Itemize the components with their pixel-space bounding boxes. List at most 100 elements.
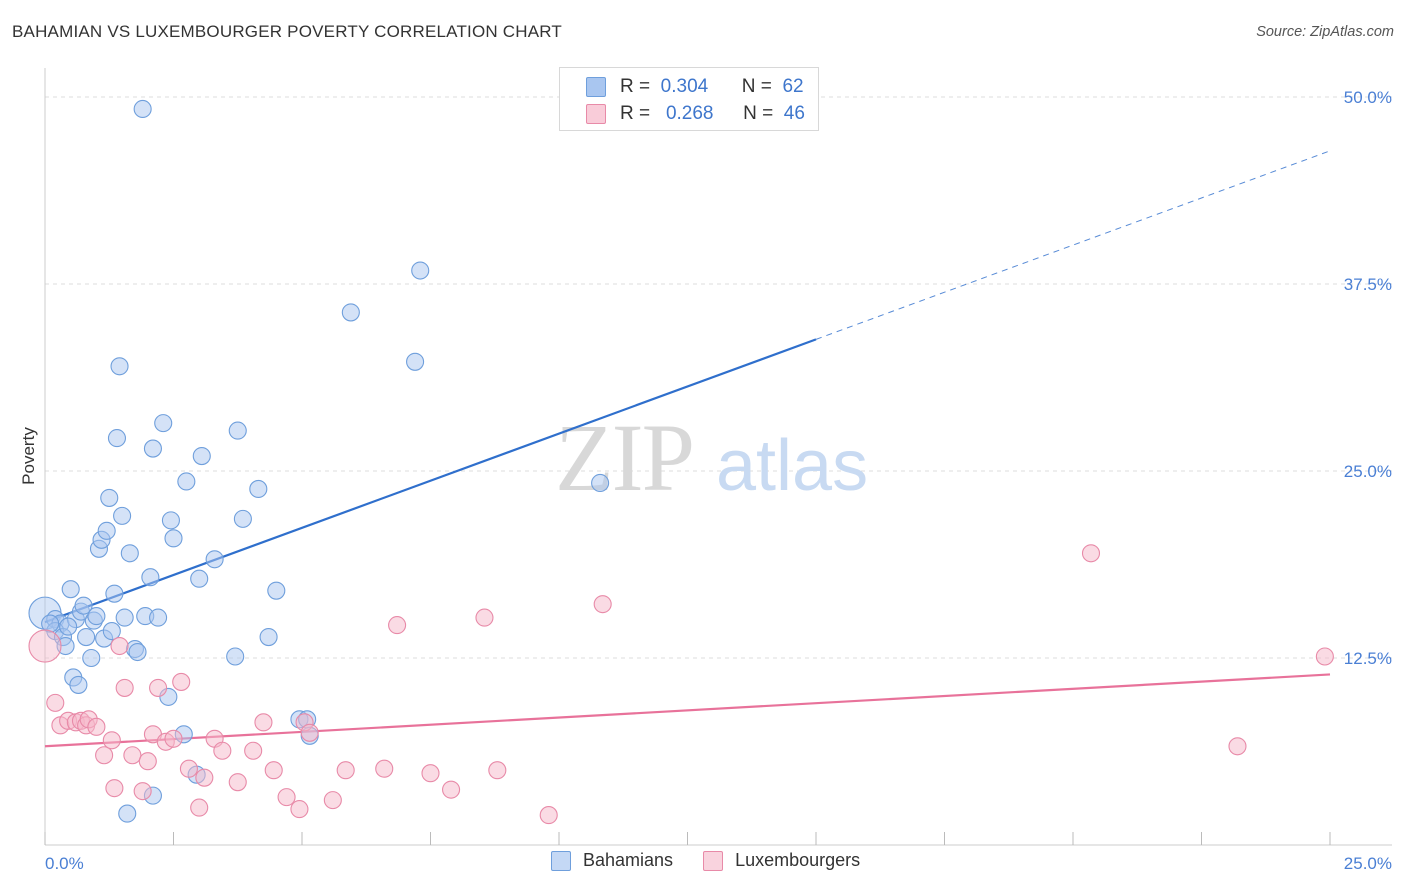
- x-tick-label: 25.0%: [1344, 854, 1392, 873]
- legend-series: Bahamians Luxembourgers: [551, 850, 890, 871]
- data-point-luxembourgers: [195, 768, 214, 787]
- data-point-luxembourgers: [421, 764, 440, 783]
- data-point-luxembourgers: [123, 746, 142, 765]
- data-point-bahamians: [233, 509, 252, 528]
- data-point-luxembourgers: [172, 672, 191, 691]
- data-point-luxembourgers: [488, 761, 507, 780]
- data-point-luxembourgers: [133, 782, 152, 801]
- data-point-bahamians: [259, 628, 278, 647]
- data-point-luxembourgers: [539, 806, 558, 825]
- y-tick-label: 50.0%: [1344, 88, 1392, 107]
- trend-line-0: [44, 338, 817, 624]
- trend-line-extension-0: [815, 150, 1331, 340]
- data-point-luxembourgers: [105, 779, 124, 798]
- data-point-luxembourgers: [323, 791, 342, 810]
- legend-r-value: 0.268: [665, 103, 714, 124]
- data-point-luxembourgers: [475, 608, 494, 627]
- data-point-bahamians: [107, 429, 127, 448]
- legend-r-label: R =: [620, 103, 651, 124]
- data-point-bahamians: [591, 473, 610, 493]
- data-point-bahamians: [341, 303, 360, 322]
- data-point-luxembourgers: [1081, 544, 1101, 563]
- data-point-bahamians: [141, 568, 160, 587]
- legend-n-label: N =: [743, 103, 774, 124]
- data-point-bahamians: [192, 446, 211, 466]
- data-point-bahamians: [164, 529, 183, 548]
- axes: [44, 68, 1392, 846]
- data-point-luxembourgers: [1228, 737, 1247, 756]
- data-point-bahamians: [128, 642, 147, 662]
- data-point-luxembourgers: [290, 800, 309, 819]
- data-point-luxembourgers: [1315, 647, 1334, 666]
- legend-swatch-luxembourgers: [703, 850, 724, 871]
- data-point-bahamians: [100, 488, 119, 507]
- data-point-bahamians: [115, 608, 134, 627]
- data-point-luxembourgers: [46, 693, 65, 712]
- data-point-bahamians: [205, 550, 224, 569]
- data-point-bahamians: [149, 608, 168, 627]
- data-point-bahamians: [228, 421, 247, 440]
- legend-r-label: R =: [620, 76, 651, 97]
- y-axis-label: Poverty: [19, 427, 38, 485]
- data-point-luxembourgers: [190, 798, 209, 817]
- y-tick-label: 25.0%: [1344, 462, 1392, 481]
- data-point-luxembourgers: [336, 761, 355, 780]
- data-point-bahamians: [74, 596, 93, 615]
- data-point-bahamians: [113, 506, 132, 525]
- data-point-bahamians: [59, 617, 78, 636]
- data-point-luxembourgers: [87, 717, 106, 736]
- data-point-luxembourgers: [102, 731, 121, 750]
- data-point-luxembourgers: [164, 729, 183, 748]
- data-point-luxembourgers: [28, 629, 62, 663]
- chart-source: Source: ZipAtlas.com: [1256, 24, 1394, 40]
- data-point-bahamians: [69, 675, 88, 694]
- legend-item-bahamians[interactable]: Bahamians: [551, 850, 673, 871]
- data-point-luxembourgers: [593, 595, 612, 614]
- data-point-luxembourgers: [179, 759, 198, 778]
- data-point-bahamians: [249, 479, 268, 499]
- data-point-bahamians: [82, 648, 101, 668]
- legend-n-value: 46: [783, 103, 805, 124]
- data-points: [28, 99, 1334, 825]
- legend-row-luxembourgers: R = 0.268 N = 46: [586, 101, 805, 127]
- data-point-bahamians: [77, 628, 96, 647]
- data-point-bahamians: [110, 357, 129, 376]
- data-point-luxembourgers: [254, 713, 273, 732]
- data-point-bahamians: [154, 414, 173, 433]
- data-point-luxembourgers: [110, 636, 129, 656]
- data-point-luxembourgers: [375, 759, 394, 778]
- data-point-bahamians: [61, 580, 80, 599]
- legend-swatch-bahamians: [551, 850, 571, 871]
- data-point-bahamians: [87, 607, 106, 626]
- trend-lines: [44, 150, 1331, 748]
- legend-stats: R = 0.304 N = 62 R = 0.268 N = 46: [559, 67, 819, 131]
- legend-swatch-bahamians: [586, 77, 606, 97]
- watermark-zip: ZIP: [555, 404, 693, 511]
- legend-n-value: 62: [782, 76, 804, 97]
- data-point-bahamians: [133, 99, 152, 119]
- data-point-bahamians: [190, 569, 209, 588]
- legend-n-label: N =: [741, 76, 772, 97]
- data-point-luxembourgers: [244, 741, 263, 760]
- legend-row-bahamians: R = 0.304 N = 62: [586, 74, 804, 100]
- grid-lines: [45, 96, 1392, 659]
- watermark: ZIP atlas: [555, 404, 868, 511]
- data-point-luxembourgers: [149, 678, 168, 697]
- data-point-luxembourgers: [228, 773, 247, 792]
- trend-line-1: [44, 673, 1331, 748]
- data-point-luxembourgers: [115, 678, 134, 697]
- legend-item-luxembourgers[interactable]: Luxembourgers: [703, 850, 860, 871]
- data-point-bahamians: [56, 636, 75, 656]
- data-point-bahamians: [102, 622, 121, 641]
- data-point-bahamians: [41, 614, 60, 633]
- data-point-luxembourgers: [442, 780, 461, 799]
- data-point-bahamians: [143, 439, 162, 458]
- legend-r-value: 0.304: [660, 76, 709, 97]
- data-point-bahamians: [105, 584, 124, 603]
- data-point-bahamians: [411, 261, 430, 280]
- data-point-bahamians: [226, 647, 245, 666]
- data-point-bahamians: [97, 521, 116, 540]
- data-point-bahamians: [406, 352, 425, 371]
- y-tick-label: 12.5%: [1344, 649, 1392, 668]
